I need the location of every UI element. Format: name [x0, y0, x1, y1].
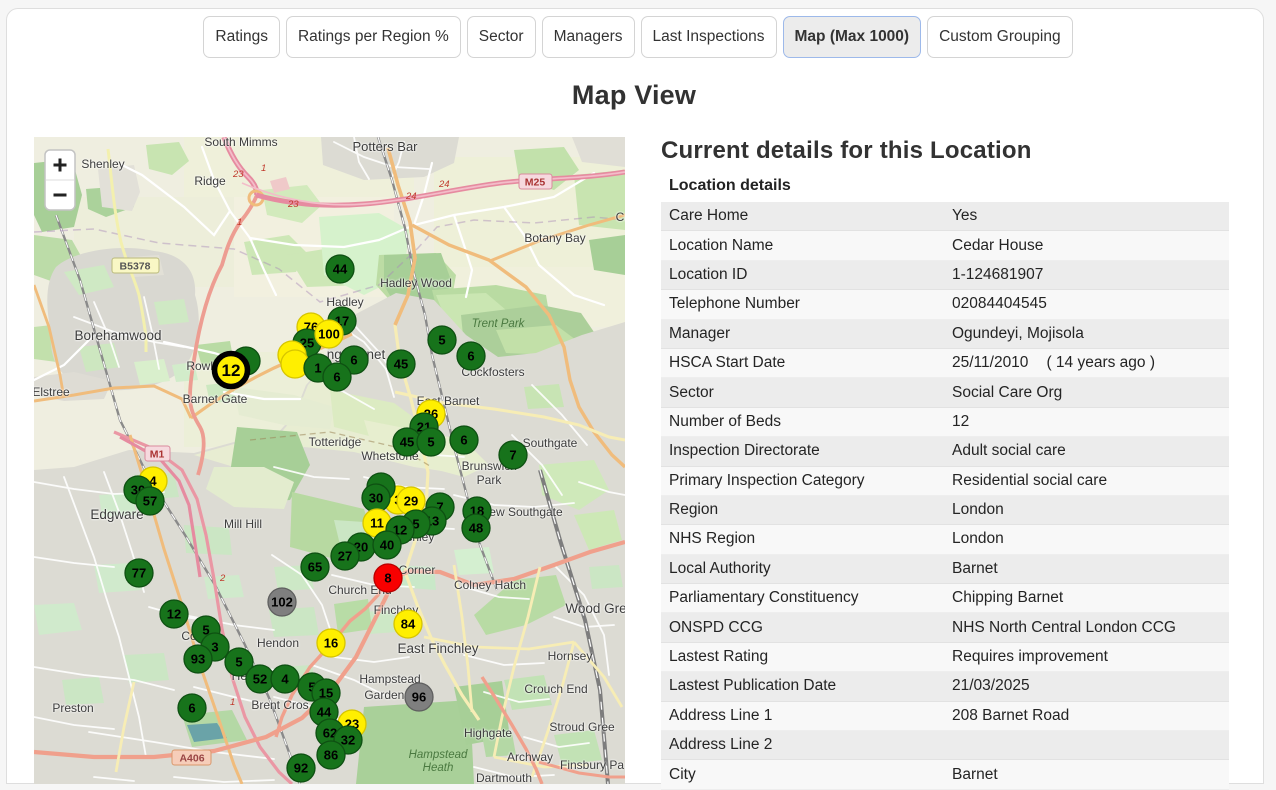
svg-text:23: 23 [232, 169, 244, 180]
svg-text:6: 6 [460, 433, 467, 448]
svg-text:Hendon: Hendon [257, 636, 299, 650]
svg-text:Park: Park [477, 473, 503, 487]
svg-text:29: 29 [404, 494, 418, 509]
svg-text:32: 32 [341, 733, 355, 748]
svg-text:Corner: Corner [399, 563, 436, 577]
svg-text:Colney Hatch: Colney Hatch [454, 578, 526, 592]
svg-text:Ridge: Ridge [194, 174, 226, 188]
svg-text:6: 6 [350, 353, 357, 368]
svg-text:Finsbury Pa: Finsbury Pa [560, 758, 624, 772]
svg-text:Rowle: Rowle [186, 359, 220, 373]
svg-text:86: 86 [324, 748, 338, 763]
svg-text:1: 1 [230, 697, 235, 708]
svg-text:27: 27 [338, 549, 352, 564]
svg-text:45: 45 [400, 435, 414, 450]
svg-text:Brent Cros: Brent Cros [251, 698, 308, 712]
svg-text:44: 44 [333, 262, 348, 277]
svg-text:6: 6 [188, 701, 195, 716]
svg-text:Highgate: Highgate [464, 726, 512, 740]
svg-text:3: 3 [211, 640, 218, 655]
svg-text:5: 5 [412, 517, 419, 532]
svg-text:Mill Hill: Mill Hill [224, 517, 262, 531]
svg-text:Barnet Gate: Barnet Gate [183, 392, 248, 406]
svg-text:Botany Bay: Botany Bay [524, 231, 585, 245]
svg-text:Cr: Cr [616, 210, 625, 224]
svg-text:Hadley Wood: Hadley Wood [380, 276, 452, 290]
svg-text:Edgware: Edgware [90, 507, 143, 522]
svg-text:40: 40 [380, 538, 394, 553]
svg-text:52: 52 [253, 672, 267, 687]
svg-text:Totteridge: Totteridge [309, 435, 362, 449]
svg-text:Hampstead: Hampstead [359, 672, 420, 686]
svg-text:12: 12 [167, 607, 181, 622]
svg-text:Crouch End: Crouch End [524, 682, 587, 696]
svg-text:15: 15 [319, 686, 333, 701]
svg-text:102: 102 [271, 595, 293, 610]
svg-text:30: 30 [369, 491, 383, 506]
svg-text:45: 45 [394, 357, 408, 372]
svg-text:1: 1 [314, 361, 321, 376]
svg-text:A406: A406 [179, 753, 204, 765]
svg-text:92: 92 [294, 761, 308, 776]
svg-text:44: 44 [317, 705, 332, 720]
svg-text:Hadley: Hadley [326, 295, 363, 309]
svg-text:5: 5 [438, 333, 445, 348]
svg-text:5: 5 [308, 680, 315, 695]
svg-text:Potters Bar: Potters Bar [352, 139, 418, 154]
svg-text:East Finchley: East Finchley [397, 641, 478, 656]
svg-text:Archway: Archway [507, 750, 553, 764]
svg-text:Southgate: Southgate [523, 436, 578, 450]
svg-text:Hornsey: Hornsey [548, 649, 593, 663]
svg-text:Garden S: Garden S [364, 688, 415, 702]
svg-text:7: 7 [509, 448, 516, 463]
svg-text:6: 6 [467, 349, 474, 364]
svg-text:ew Southgate: ew Southgate [489, 505, 563, 519]
svg-text:Preston: Preston [52, 701, 93, 715]
svg-text:77: 77 [132, 566, 146, 581]
svg-text:5: 5 [235, 655, 242, 670]
svg-text:6: 6 [333, 370, 340, 385]
svg-text:11: 11 [370, 516, 384, 531]
svg-text:62: 62 [323, 726, 337, 741]
svg-text:84: 84 [401, 617, 416, 632]
svg-text:South Mimms: South Mimms [204, 137, 277, 149]
svg-text:65: 65 [308, 560, 322, 575]
svg-text:M1: M1 [150, 449, 165, 461]
svg-text:93: 93 [191, 652, 205, 667]
svg-text:2: 2 [219, 573, 226, 584]
svg-text:16: 16 [324, 636, 338, 651]
svg-text:23: 23 [287, 199, 299, 210]
svg-text:Heath: Heath [423, 762, 454, 774]
svg-text:4: 4 [149, 474, 157, 489]
svg-text:Elstree: Elstree [34, 385, 70, 399]
svg-text:57: 57 [143, 494, 157, 509]
svg-text:Hampstead: Hampstead [409, 749, 468, 761]
svg-text:B5378: B5378 [120, 261, 151, 273]
svg-text:Shenley: Shenley [81, 157, 124, 171]
svg-text:1: 1 [237, 217, 242, 228]
svg-text:12: 12 [222, 361, 241, 380]
svg-text:M25: M25 [525, 177, 546, 189]
svg-text:Borehamwood: Borehamwood [74, 328, 161, 343]
svg-text:Stroud Gree: Stroud Gree [549, 720, 615, 734]
svg-text:24: 24 [438, 179, 450, 190]
svg-text:96: 96 [412, 690, 426, 705]
svg-text:Dartmouth: Dartmouth [476, 771, 532, 784]
svg-text:Wood Gre: Wood Gre [565, 601, 625, 616]
svg-text:5: 5 [427, 435, 434, 450]
svg-text:Trent Park: Trent Park [472, 318, 526, 330]
svg-text:24: 24 [405, 191, 417, 202]
svg-text:8: 8 [384, 571, 391, 586]
svg-text:100: 100 [318, 327, 340, 342]
svg-text:1: 1 [261, 163, 266, 174]
svg-text:4: 4 [281, 672, 289, 687]
svg-text:5: 5 [202, 623, 209, 638]
svg-text:7: 7 [436, 500, 443, 515]
svg-text:48: 48 [469, 521, 483, 536]
svg-text:Church End: Church End [328, 583, 391, 597]
